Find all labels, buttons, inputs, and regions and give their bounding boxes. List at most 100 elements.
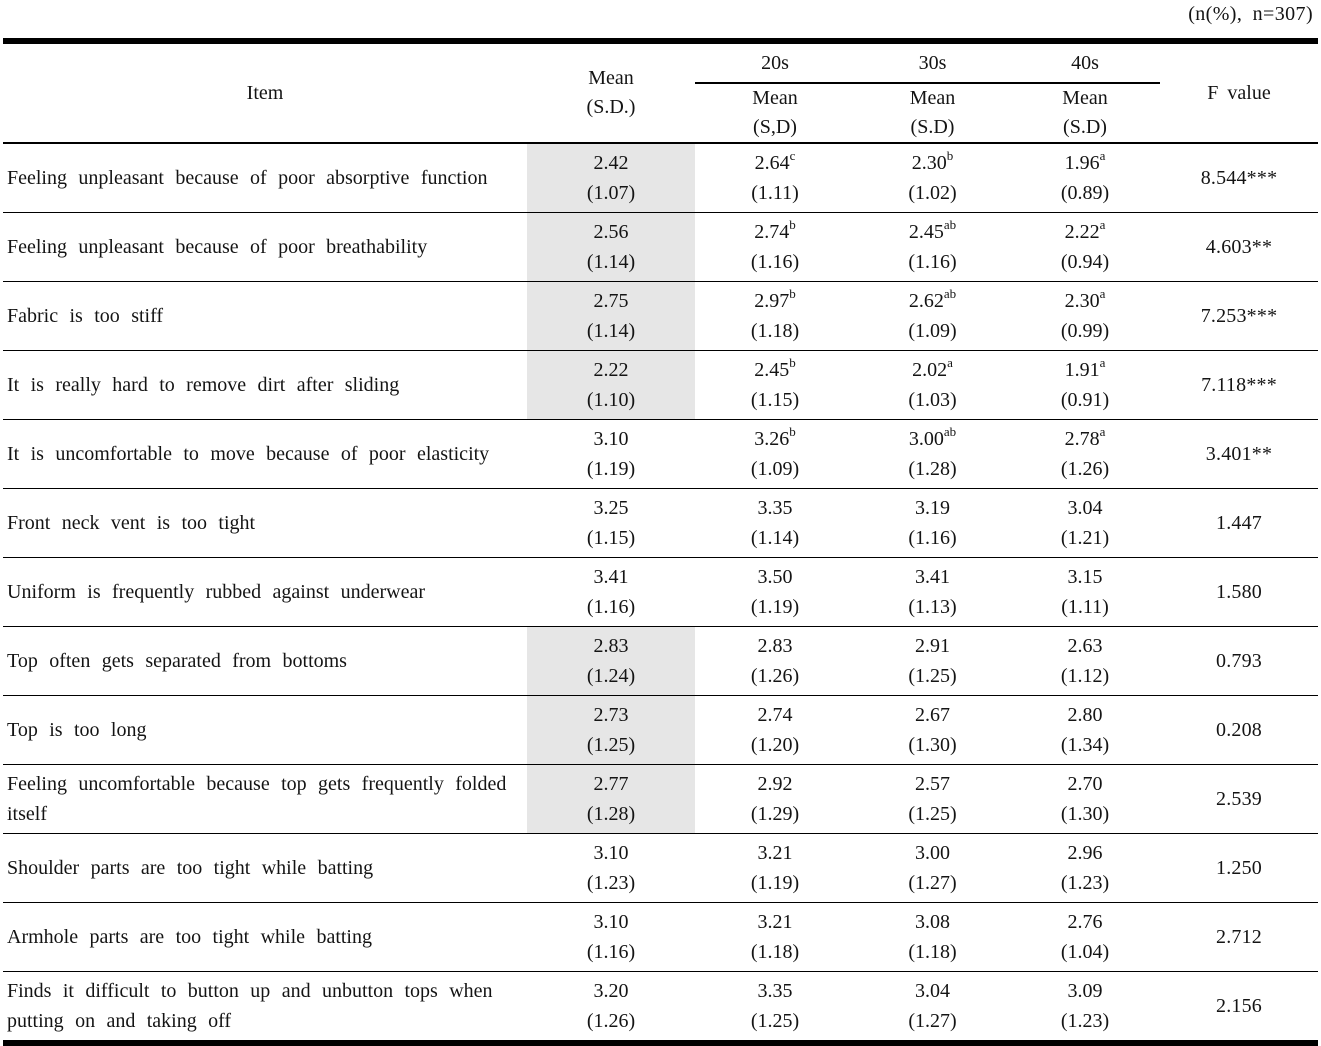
age-mean-cell-30s: 2.57 (1.25) (855, 764, 1010, 834)
significance-group-superscript: b (789, 286, 796, 301)
discomfort-statistics-table: Item Mean (S.D.) 20s 30s 40s F value Mea… (3, 38, 1318, 1046)
mean-value: 2.63 (1067, 635, 1103, 657)
age-mean-cell-40s: 2.78a (1.26) (1010, 419, 1160, 489)
age-mean-cell-20s: 3.50 (1.19) (695, 557, 855, 627)
mean-value: 2.80 (1067, 704, 1103, 726)
sd-value: (1.11) (1061, 596, 1109, 618)
mean-value: 2.70 (1067, 773, 1103, 795)
mean-value: 2.45 (754, 359, 790, 381)
mean-value: 2.83 (757, 635, 793, 657)
mean-value: 3.04 (1067, 497, 1103, 519)
age-mean-cell-40s: 3.04 (1.21) (1010, 488, 1160, 558)
header-row-top: Item Mean (S.D.) 20s 30s 40s F value (3, 41, 1318, 118)
age-mean-cell-20s: 2.74b (1.16) (695, 212, 855, 282)
age-mean-cell-20s: 2.74 (1.20) (695, 695, 855, 765)
significance-group-superscript: a (947, 355, 953, 370)
sd-value: (1.11) (751, 182, 799, 204)
sd-value: (1.29) (750, 803, 800, 825)
mean-value: 3.08 (915, 911, 950, 933)
age-mean-cell-30s: 2.02a (1.03) (855, 350, 1010, 420)
age-mean-cell-40s: 2.70 (1.30) (1010, 764, 1160, 834)
age-mean-cell-20s: 3.35 (1.14) (695, 488, 855, 558)
item-label: Feeling unpleasant because of poor breat… (3, 212, 527, 282)
f-value-cell: 8.544*** (1200, 166, 1278, 189)
significance-group-superscript: ab (943, 217, 957, 232)
f-value-cell: 1.250 (1160, 833, 1318, 903)
item-label: It is really hard to remove dirt after s… (3, 350, 527, 420)
item-label: Front neck vent is too tight (3, 488, 527, 558)
age-mean-cell-20s: 2.64c (1.11) (695, 143, 855, 213)
age-mean-cell-40s: 3.09 (1.23) (1010, 971, 1160, 1043)
sd-value: (1.34) (1060, 734, 1110, 756)
mean-value: 2.78 (1064, 428, 1100, 450)
sd-value: (1.25) (750, 1010, 800, 1032)
f-value-cell: 7.118*** (1160, 350, 1318, 420)
sd-value: (1.30) (908, 734, 957, 756)
overall-mean-cell: 3.41 (1.16) (527, 557, 695, 627)
overall-mean-cell: 2.42 (1.07) (527, 143, 695, 213)
significance-group-superscript: a (1099, 355, 1106, 370)
f-value-cell: 0.793 (1160, 626, 1318, 696)
mean-header-line2: (S.D.) (586, 96, 636, 118)
mean-value: 3.35 (757, 497, 793, 519)
col-header-item: Item (246, 81, 284, 104)
age-mean-cell-20s: 3.21 (1.19) (695, 833, 855, 903)
item-label: Top is too long (3, 695, 527, 765)
table-row: Feeling unpleasant because of poor absor… (3, 143, 1318, 213)
significance-group-superscript: c (789, 148, 796, 163)
mean-header-line1: Mean (588, 67, 634, 89)
age-mean-cell-20s: 2.45b (1.15) (695, 350, 855, 420)
sd-value: (1.19) (750, 596, 800, 618)
overall-mean-cell: 3.10 (1.19) (527, 419, 695, 489)
sd-value: (1.12) (1060, 665, 1110, 687)
mean-value: 2.91 (915, 635, 950, 657)
mean-value: 3.50 (757, 566, 793, 588)
sd-value: (1.18) (908, 941, 957, 963)
mean-value: 2.30 (911, 152, 947, 174)
age-mean-cell-30s: 3.08 (1.18) (855, 902, 1010, 972)
mean-value: 3.35 (757, 980, 793, 1002)
mean-value: 2.30 (1064, 290, 1100, 312)
mean-value: 2.67 (915, 704, 950, 726)
subheader-20s-mean-sd: Mean (S,D) (752, 87, 798, 138)
col-header-mean-sd: Mean (S.D.) (527, 41, 695, 143)
table-row: Fabric is too stiff 2.75 (1.14) 2.97b (1.18)… (3, 281, 1318, 351)
sd-value: (1.15) (750, 389, 800, 411)
age-mean-cell-30s: 3.19 (1.16) (855, 488, 1010, 558)
overall-mean-cell: 2.77 (1.28) (527, 764, 695, 834)
mean-value: 1.91 (1064, 359, 1100, 381)
mean-value: 3.21 (757, 842, 793, 864)
age-mean-cell-40s: 1.91a (0.91) (1010, 350, 1160, 420)
overall-mean-cell: 2.56 (1.14) (527, 212, 695, 282)
mean-value: 2.97 (754, 290, 790, 312)
sd-value: (1.28) (908, 458, 957, 480)
item-label: Finds it difficult to button up and unbu… (3, 971, 527, 1043)
table-row: Top often gets separated from bottoms 2.8… (3, 626, 1318, 696)
item-label: It is uncomfortable to move because of p… (3, 419, 527, 489)
age-mean-cell-30s: 2.91 (1.25) (855, 626, 1010, 696)
table-row: Finds it difficult to button up and unbu… (3, 971, 1318, 1043)
col-header-20s: 20s (695, 41, 855, 84)
mean-value: 2.96 (1067, 842, 1103, 864)
significance-group-superscript: b (789, 217, 796, 232)
significance-group-superscript: b (946, 148, 954, 163)
age-mean-cell-30s: 2.30b (1.02) (855, 143, 1010, 213)
sd-value: (0.89) (1060, 182, 1110, 204)
mean-value: 1.96 (1064, 152, 1100, 174)
mean-value: 2.92 (757, 773, 793, 795)
sd-value: (1.03) (908, 389, 957, 411)
sd-value: (1.16) (908, 527, 957, 549)
mean-value: 3.41 (915, 566, 950, 588)
mean-value: 2.64 (754, 152, 790, 174)
significance-group-superscript: b (789, 424, 796, 439)
item-label: Feeling unpleasant because of poor absor… (7, 167, 488, 189)
item-label: Armhole parts are too tight while battin… (3, 902, 527, 972)
table-row: Uniform is frequently rubbed against und… (3, 557, 1318, 627)
overall-mean-cell: 2.75 (1.14) (527, 281, 695, 351)
sd-value: (1.26) (1060, 458, 1110, 480)
sd-value: (0.91) (1060, 389, 1110, 411)
table-row: Front neck vent is too tight 3.25 (1.15) 3.… (3, 488, 1318, 558)
age-mean-cell-40s: 2.30a (0.99) (1010, 281, 1160, 351)
col-header-f-value: F value (1207, 81, 1271, 104)
table-row: Top is too long 2.73 (1.25) 2.74 (1.20) 2.67 (… (3, 695, 1318, 765)
